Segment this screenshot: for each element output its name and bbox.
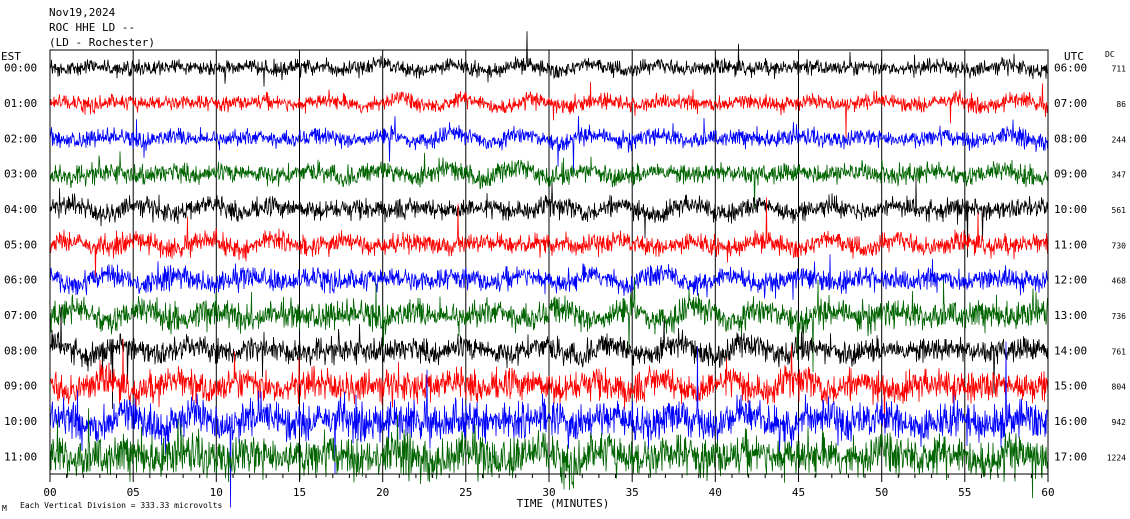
chart-header: Nov19,2024 ROC HHE LD -- (LD - Rochester…: [49, 6, 155, 49]
x-tick-label: 25: [459, 486, 472, 499]
trace-line: [49, 276, 1049, 373]
trace-line: [49, 408, 1049, 499]
chart-location: (LD - Rochester): [49, 36, 155, 49]
trace-line: [49, 81, 1049, 139]
est-hour-label: 08:00: [4, 344, 37, 357]
trace-line: [49, 307, 1049, 409]
utc-hour-label: 16:00: [1054, 415, 1087, 428]
dc-offset-value: 711: [1112, 65, 1127, 74]
est-hour-label: 01:00: [4, 97, 37, 110]
est-hour-label: 09:00: [4, 380, 37, 393]
trace-line: [49, 338, 1049, 428]
dc-offset-value: 804: [1112, 383, 1127, 392]
utc-hour-label: 14:00: [1054, 344, 1087, 357]
est-hour-label: 10:00: [4, 415, 37, 428]
corner-mark: M: [2, 504, 7, 513]
x-tick-label: 30: [542, 486, 555, 499]
x-tick-label: 10: [210, 486, 223, 499]
chart-station: ROC HHE LD --: [49, 21, 135, 34]
dc-offset-value: 730: [1112, 241, 1127, 250]
x-tick-label: 20: [376, 486, 389, 499]
dc-offset-value: 244: [1112, 135, 1127, 144]
seismic-traces: [49, 31, 1049, 508]
utc-hour-label: 13:00: [1054, 309, 1087, 322]
est-zone-label: EST: [1, 50, 21, 63]
dc-offset-value: 942: [1112, 418, 1127, 427]
utc-hour-label: 12:00: [1054, 274, 1087, 287]
hour-labels: 00:00 06:00 711 01:00 07:00 86 02:00 08:00 244 03…: [4, 62, 1126, 464]
trace-line: [49, 178, 1049, 258]
trace-line: [49, 115, 1049, 173]
est-hour-label: 07:00: [4, 309, 37, 322]
dc-offset-value: 1224: [1107, 453, 1126, 462]
est-hour-label: 05:00: [4, 238, 37, 251]
est-hour-label: 06:00: [4, 274, 37, 287]
vertical-division-note: Each Vertical Division = 333.33 microvol…: [20, 501, 222, 510]
dc-offset-value: 468: [1112, 277, 1127, 286]
trace-line: [49, 31, 1049, 87]
est-hour-label: 04:00: [4, 203, 37, 216]
utc-hour-label: 17:00: [1054, 450, 1087, 463]
x-tick-label: 55: [958, 486, 971, 499]
utc-hour-label: 06:00: [1054, 62, 1087, 75]
utc-hour-label: 10:00: [1054, 203, 1087, 216]
dc-column-label: DC: [1105, 50, 1115, 59]
chart-date: Nov19,2024: [49, 6, 116, 19]
dc-offset-value: 761: [1112, 347, 1127, 356]
x-tick-label: 50: [875, 486, 888, 499]
est-hour-label: 03:00: [4, 168, 37, 181]
dc-offset-value: 736: [1112, 312, 1127, 321]
utc-hour-label: 08:00: [1054, 132, 1087, 145]
x-tick-label: 05: [127, 486, 140, 499]
dc-offset-value: 561: [1112, 206, 1127, 215]
est-hour-label: 11:00: [4, 450, 37, 463]
trace-line: [49, 254, 1049, 300]
utc-hour-label: 09:00: [1054, 168, 1087, 181]
x-tick-label: 15: [293, 486, 306, 499]
x-tick-label: 45: [792, 486, 805, 499]
est-hour-label: 00:00: [4, 62, 37, 75]
dc-offset-value: 347: [1112, 171, 1127, 180]
x-axis-title: TIME (MINUTES): [517, 497, 610, 510]
x-axis-ticks: 00 05 10 15 20 25 30 35 40 45 50 55 60: [43, 474, 1055, 499]
x-tick-label: 40: [709, 486, 722, 499]
est-hour-label: 02:00: [4, 132, 37, 145]
utc-zone-label: UTC: [1064, 50, 1084, 63]
x-tick-label: 60: [1041, 486, 1054, 499]
utc-hour-label: 07:00: [1054, 97, 1087, 110]
x-tick-label: 00: [43, 486, 56, 499]
utc-hour-label: 11:00: [1054, 238, 1087, 251]
x-tick-label: 35: [626, 486, 639, 499]
trace-line: [49, 341, 1049, 508]
utc-hour-label: 15:00: [1054, 380, 1087, 393]
trace-line: [49, 197, 1049, 278]
dc-offset-value: 86: [1116, 100, 1126, 109]
trace-line: [49, 151, 1049, 210]
